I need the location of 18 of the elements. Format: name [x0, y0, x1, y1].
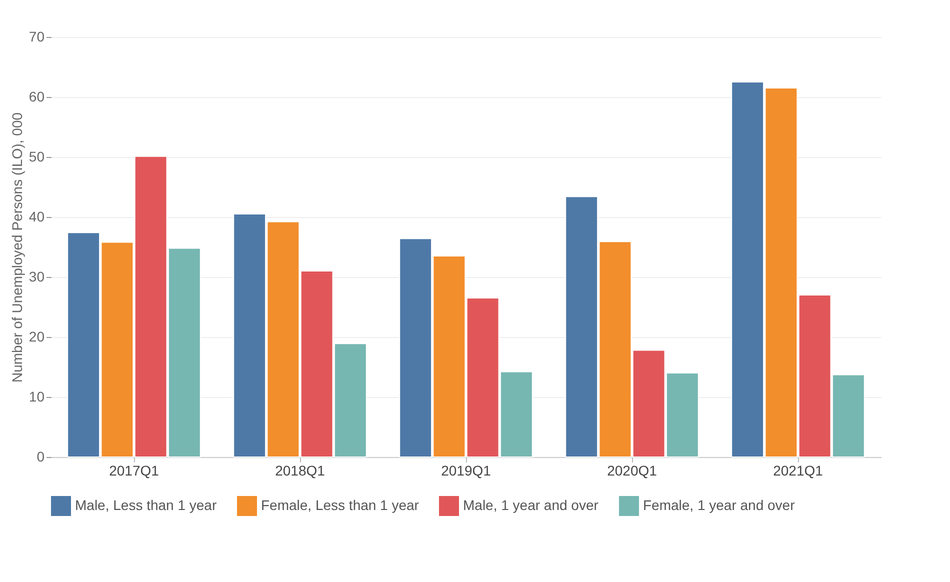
y-tick-label: 40	[28, 208, 45, 224]
legend-label: Male, 1 year and over	[463, 497, 599, 513]
legend-label: Male, Less than 1 year	[75, 497, 217, 513]
y-tick-label: 0	[36, 448, 45, 464]
x-tick-label: 2020Q1	[607, 462, 658, 478]
y-tick-label: 30	[28, 268, 45, 284]
x-tick-label: 2021Q1	[773, 462, 824, 478]
y-axis-title: Number of Unemployed Persons (ILO), 000	[8, 112, 25, 383]
x-tick-label: 2017Q1	[109, 462, 160, 478]
x-tick-label: 2019Q1	[441, 462, 492, 478]
y-tick-label: 70	[28, 28, 45, 44]
y-tick-label: 10	[28, 388, 45, 404]
y-tick-label: 60	[28, 88, 45, 104]
legend-label: Female, 1 year and over	[643, 497, 796, 513]
y-tick-label: 20	[28, 328, 45, 344]
legend-label: Female, Less than 1 year	[261, 497, 420, 513]
x-tick-label: 2018Q1	[275, 462, 326, 478]
y-tick-label: 50	[28, 148, 45, 164]
